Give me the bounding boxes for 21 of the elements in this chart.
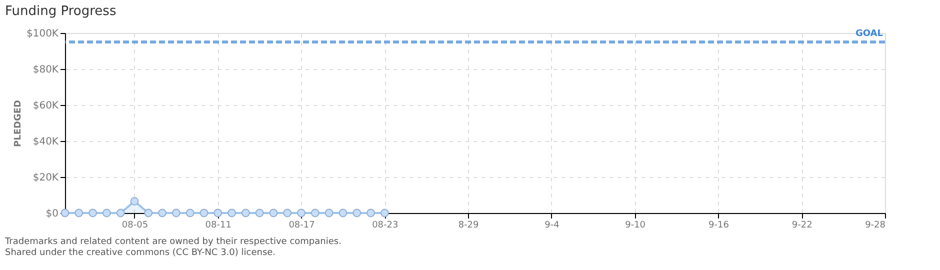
y-tick-label: $100K — [26, 28, 59, 40]
y-tick-label: $60K — [32, 100, 59, 112]
y-tick-label: $80K — [32, 64, 59, 76]
ref-line-label: GOAL — [856, 29, 884, 39]
x-tick-label: 9-28 — [865, 220, 886, 230]
x-tick-label: 08-05 — [122, 220, 148, 230]
x-tick-label: 9-22 — [792, 220, 812, 230]
x-tick-label: 08-11 — [205, 220, 232, 230]
x-tick-label: 08-17 — [288, 220, 315, 230]
y-axis-title: PLEDGED — [13, 100, 24, 147]
y-tick-label: $20K — [32, 172, 59, 184]
text: Shared under the creative commons (CC BY-NC 3.0) license. — [5, 248, 276, 258]
y-tick-label: $0 — [46, 208, 58, 220]
x-tick-label: 9-4 — [544, 220, 560, 230]
x-tick-label: 08-23 — [372, 220, 398, 230]
x-tick-label: 9-10 — [625, 220, 646, 230]
text: Trademarks and related content are owned by their respective companies. — [4, 237, 342, 247]
chart-title: Funding Progress — [5, 4, 116, 19]
y-tick-label: $40K — [32, 136, 59, 148]
x-tick-label: 8-29 — [458, 220, 480, 230]
x-tick-label: 9-16 — [708, 220, 730, 230]
